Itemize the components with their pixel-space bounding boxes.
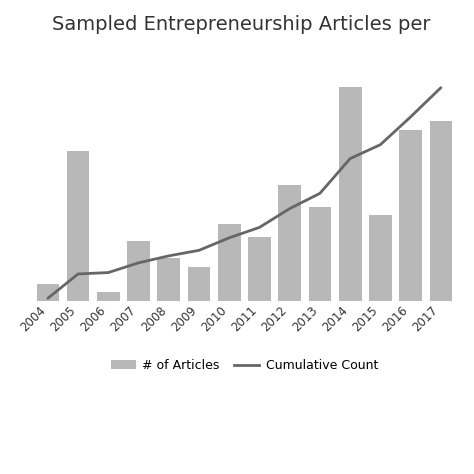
Bar (218, 224, 241, 301)
Bar (67, 151, 90, 301)
Bar (248, 237, 271, 301)
Bar (36, 284, 59, 301)
Bar (157, 258, 180, 301)
Bar (429, 121, 452, 301)
Bar (278, 185, 301, 301)
Bar (369, 215, 392, 301)
Bar (97, 292, 119, 301)
Bar (309, 207, 331, 301)
Bar (399, 129, 422, 301)
Legend: # of Articles, Cumulative Count: # of Articles, Cumulative Count (106, 354, 383, 377)
Title: Sampled Entrepreneurship Articles per : Sampled Entrepreneurship Articles per (52, 15, 437, 34)
Bar (127, 241, 150, 301)
Bar (339, 87, 362, 301)
Bar (188, 267, 210, 301)
